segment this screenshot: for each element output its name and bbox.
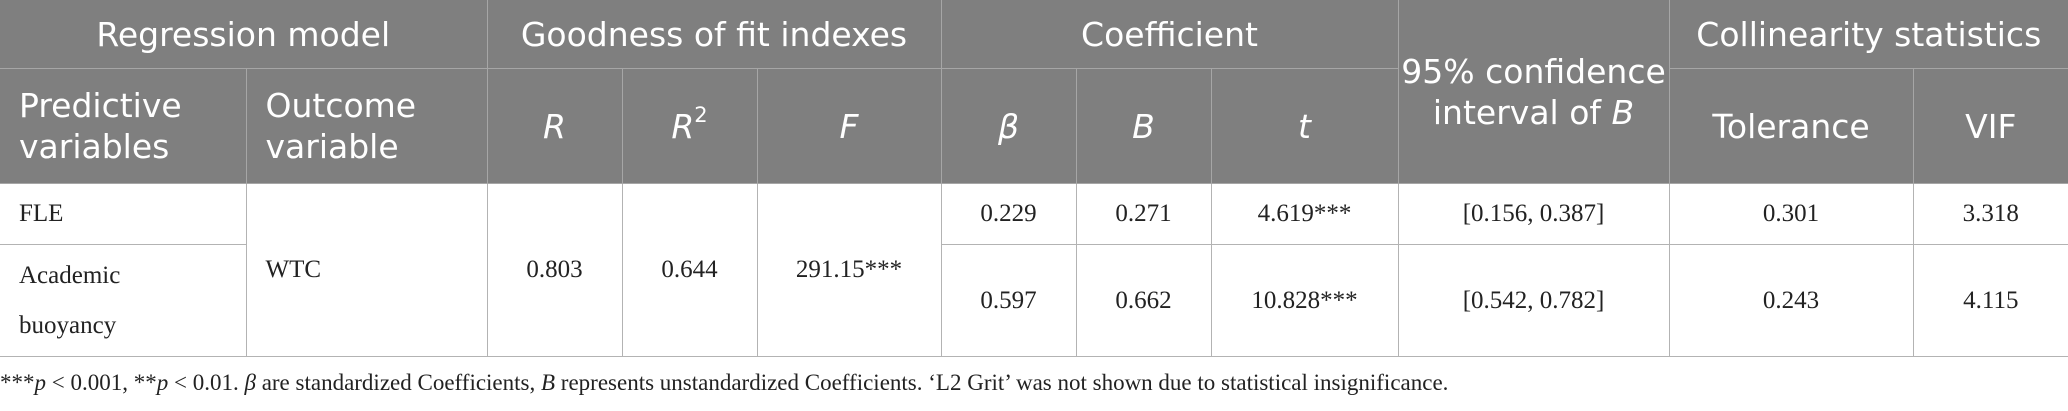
ci-cell: [0.542, 0.782] <box>1398 244 1670 357</box>
header-tolerance: Tolerance <box>1669 68 1914 184</box>
b-cell: 0.271 <box>1076 183 1212 245</box>
vif-cell: 3.318 <box>1913 183 2068 245</box>
note-b-symbol: B <box>540 370 556 395</box>
header-regression-model: Regression model <box>0 0 488 69</box>
r-cell: 0.803 <box>487 183 623 357</box>
note-b-text: represents unstandardized Coefficients. … <box>555 370 1449 395</box>
header-r: R <box>487 68 623 184</box>
header-predictive-variables: Predictive variables <box>0 68 247 184</box>
note-stars: *** <box>0 370 35 395</box>
header-goodness-of-fit: Goodness of fit indexes <box>487 0 942 69</box>
beta-cell: 0.229 <box>941 183 1077 245</box>
note-p-symbol: p <box>156 370 169 395</box>
predictor-label: Academic buoyancy <box>19 261 121 339</box>
header-coefficient: Coefficient <box>941 0 1399 69</box>
t-cell: 4.619*** <box>1211 183 1399 245</box>
table-footnote: ***p < 0.001, **p < 0.01. β are standard… <box>0 370 2068 396</box>
header-f: F <box>757 68 942 184</box>
tolerance-cell: 0.301 <box>1669 183 1914 245</box>
header-collinearity: Collinearity statistics <box>1669 0 2068 69</box>
regression-table: Regression model Goodness of fit indexes… <box>0 0 2068 357</box>
header-outcome-variable: Outcome variable <box>246 68 488 184</box>
ci-label: 95% confidence interval of <box>1401 51 1666 132</box>
ci-cell: [0.156, 0.387] <box>1398 183 1670 245</box>
note-beta-symbol: β <box>244 370 256 395</box>
r2-symbol: R <box>671 106 695 146</box>
header-vif: VIF <box>1913 68 2068 184</box>
header-beta: β <box>941 68 1077 184</box>
t-cell: 10.828*** <box>1211 244 1399 357</box>
predictor-cell: Academic buoyancy <box>0 244 247 357</box>
note-p-symbol: p <box>34 370 47 395</box>
ci-symbol: B <box>1611 92 1635 132</box>
table-row: Academic buoyancy 0.597 0.662 10.828*** … <box>0 244 2068 357</box>
f-cell: 291.15*** <box>757 183 942 357</box>
note-beta-text: are standardized Coefficients, <box>255 370 541 395</box>
header-b: B <box>1076 68 1212 184</box>
beta-cell: 0.597 <box>941 244 1077 357</box>
b-cell: 0.662 <box>1076 244 1212 357</box>
r2-exponent: 2 <box>694 102 708 127</box>
note-p2-text: < 0.01. <box>168 370 245 395</box>
tolerance-cell: 0.243 <box>1669 244 1914 357</box>
r-squared-cell: 0.644 <box>622 183 758 357</box>
predictor-cell: FLE <box>0 183 247 245</box>
header-r-squared: R2 <box>622 68 758 184</box>
header-t: t <box>1211 68 1399 184</box>
outcome-cell: WTC <box>245 183 488 357</box>
vif-cell: 4.115 <box>1913 244 2068 357</box>
table-row: FLE WTC 0.803 0.644 291.15*** 0.229 0.27… <box>0 183 2068 357</box>
header-confidence-interval: 95% confidence interval of B <box>1398 0 1670 184</box>
note-p1-text: < 0.001, ** <box>46 370 157 395</box>
